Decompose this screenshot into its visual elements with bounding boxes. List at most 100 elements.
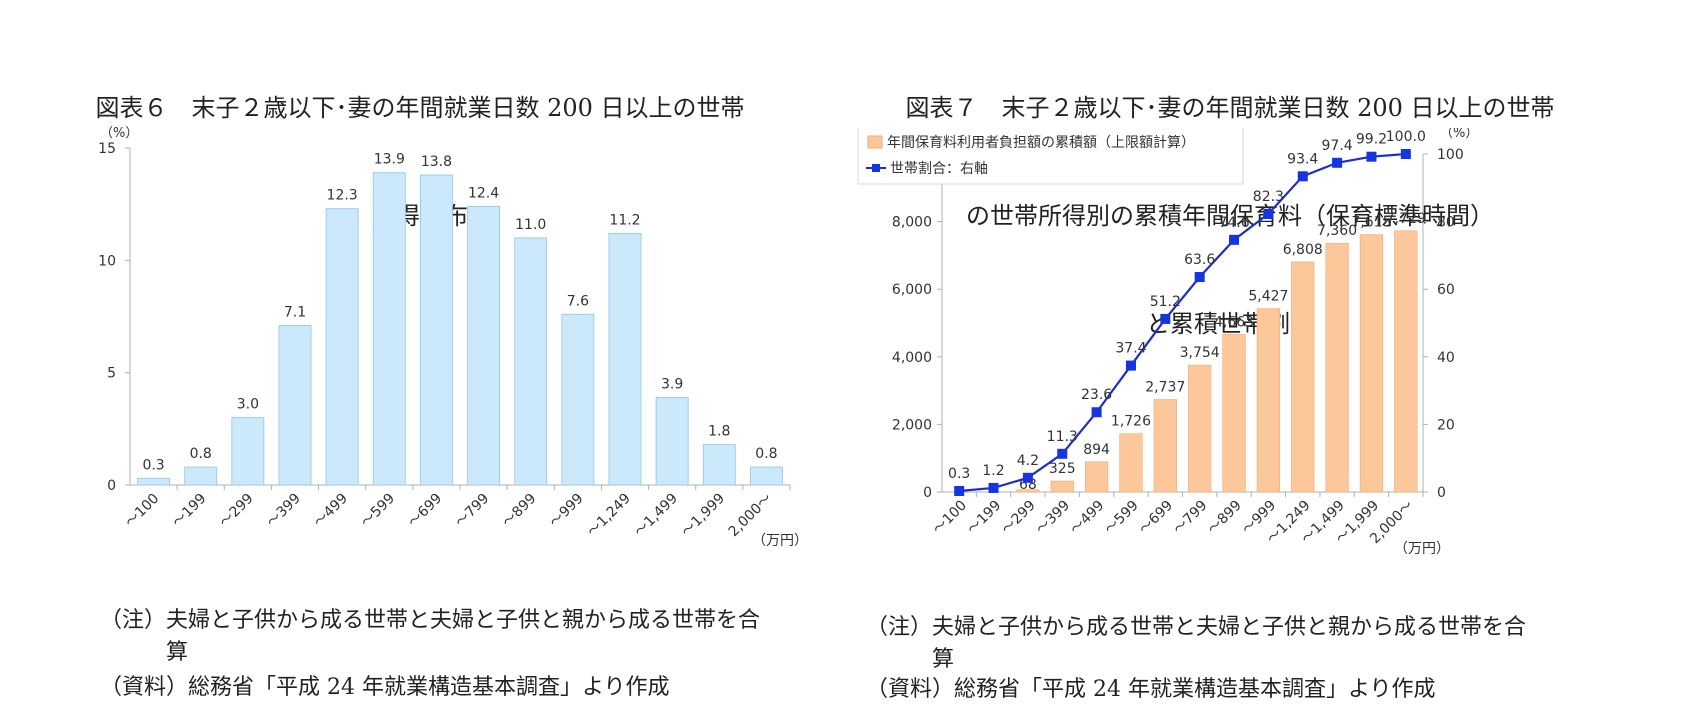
y-axis-label: （%） xyxy=(100,126,138,141)
bar-data-label: 2,737 xyxy=(1145,379,1185,395)
line-data-label: 74.6 xyxy=(1218,215,1249,231)
bar xyxy=(1119,433,1143,493)
data-label: 11.0 xyxy=(515,217,546,233)
data-label: 12.3 xyxy=(327,188,358,204)
data-label: 1.8 xyxy=(708,424,730,440)
line-data-label: 0.3 xyxy=(948,466,970,482)
line-marker xyxy=(1229,234,1240,245)
y-tick-label: 0 xyxy=(107,478,116,494)
chart6-note-label: （注） xyxy=(100,608,167,633)
y-left-tick-label: 8,000 xyxy=(892,215,932,231)
x-tick-label: ～599 xyxy=(358,491,398,531)
chart7-note: （注）夫婦と子供から成る世帯と夫婦と子供と親から成る世帯を合 算 xyxy=(866,612,1606,676)
chart7-source: （資料）総務省「平成 24 年就業構造基本調査」より作成 xyxy=(866,674,1606,706)
y-left-tick-label: 2,000 xyxy=(892,417,932,433)
x-tick-label: ～499 xyxy=(1067,498,1107,538)
data-label: 7.1 xyxy=(284,304,306,320)
bar xyxy=(1153,399,1177,493)
y-right-tick-label: 40 xyxy=(1437,350,1455,366)
data-label: 0.8 xyxy=(190,446,212,462)
data-label: 12.4 xyxy=(468,185,499,201)
x-tick-label: ～899 xyxy=(499,491,539,531)
x-tick-label: ～599 xyxy=(1102,498,1142,538)
x-tick-label: ～100 xyxy=(122,491,162,531)
bar xyxy=(1084,461,1109,493)
y-left-tick-label: 4,000 xyxy=(892,350,932,366)
line-data-label: 93.4 xyxy=(1287,151,1318,167)
data-label: 0.8 xyxy=(755,446,777,462)
x-tick-label: ～899 xyxy=(1205,498,1245,538)
bar xyxy=(1291,261,1315,493)
y-tick-label: 10 xyxy=(98,253,116,269)
bar xyxy=(1256,308,1281,493)
line-marker xyxy=(1400,149,1411,159)
bar-data-label: 7,729 xyxy=(1386,211,1426,227)
x-tick-label: ～699 xyxy=(1136,498,1176,538)
bar xyxy=(1359,234,1384,493)
y-left-tick-label: 6,000 xyxy=(892,282,932,298)
x-tick-label: ～399 xyxy=(264,491,304,531)
x-tick-label: ～399 xyxy=(1033,498,1073,538)
x-tick-label: ～799 xyxy=(1170,498,1210,538)
x-tick-label: ～100 xyxy=(930,498,970,538)
bar xyxy=(278,325,312,486)
bar xyxy=(561,313,595,486)
chart7-plot: （億円）（%）02,0004,0006,0008,00010,000020406… xyxy=(857,128,1478,557)
bar-data-label: 1,726 xyxy=(1111,414,1151,430)
x-tick-label: ～199 xyxy=(964,498,1004,538)
chart7-title-line1: 図表７ 末子２歳以下･妻の年間就業日数 200 日以上の世帯 xyxy=(905,94,1555,122)
data-label: 3.0 xyxy=(237,397,259,413)
line-marker xyxy=(1057,448,1068,459)
bar xyxy=(419,174,453,486)
y-left-tick-label: 0 xyxy=(923,485,932,501)
x-tick-label: ～299 xyxy=(999,498,1039,538)
data-label: 0.3 xyxy=(142,457,164,473)
bar xyxy=(702,444,736,486)
bar xyxy=(514,237,548,486)
line-data-label: 1.2 xyxy=(982,463,1004,479)
bar xyxy=(137,477,171,486)
line-marker xyxy=(1297,171,1308,182)
x-tick-label: ～1,999 xyxy=(679,491,729,541)
bar xyxy=(1394,230,1418,493)
line-marker xyxy=(1022,472,1033,483)
bar-data-label: 3,754 xyxy=(1180,345,1220,361)
bar-data-label: 894 xyxy=(1083,442,1110,458)
data-label: 7.6 xyxy=(567,293,589,309)
line-data-label: 97.4 xyxy=(1322,138,1353,154)
chart6-plot: （%） 0 5 10 15 0.3 ～100 0.8 ～199 3.0 ～299 7.1 ～399 12.… xyxy=(98,126,808,549)
chart7-note-label: （注） xyxy=(866,615,933,640)
x-tick-label: ～199 xyxy=(169,491,209,531)
line-data-label: 100.0 xyxy=(1386,129,1426,145)
y-right-tick-label: 20 xyxy=(1437,417,1455,433)
bar-data-label: 4,663 xyxy=(1214,314,1254,330)
bar-data-label: 7,360 xyxy=(1317,223,1357,239)
x-tick-label: ～299 xyxy=(217,491,257,531)
bar xyxy=(184,466,218,486)
chart6-note-text-cont: 算 xyxy=(166,640,189,665)
x-tick-label: ～799 xyxy=(452,491,492,531)
bar xyxy=(1222,334,1246,493)
bar xyxy=(608,232,642,486)
chart7-title-line2: の世帯所得別の累積年間保育料（保育標準時間） xyxy=(966,202,1494,230)
line-marker xyxy=(1194,272,1205,283)
bar xyxy=(325,208,359,486)
chart6-source-label: （資料） xyxy=(100,675,189,700)
line-marker xyxy=(1091,407,1102,418)
chart7-note-text: 夫婦と子供から成る世帯と夫婦と子供と親から成る世帯を合 xyxy=(932,615,1527,640)
line-data-label: 23.6 xyxy=(1081,387,1112,403)
data-label: 13.8 xyxy=(421,154,452,170)
chart7-title: 図表７ 末子２歳以下･妻の年間就業日数 200 日以上の世帯 の世帯所得別の累積… xyxy=(850,18,1610,414)
x-tick-label: ～699 xyxy=(405,491,445,531)
x-tick-label: ～499 xyxy=(311,491,351,531)
chart6-source: （資料）総務省「平成 24 年就業構造基本調査」より作成 xyxy=(100,672,830,704)
bar xyxy=(655,396,689,486)
y-right-tick-label: 100 xyxy=(1437,147,1464,163)
y-tick-label: 5 xyxy=(107,366,116,382)
bar xyxy=(372,172,406,486)
bar xyxy=(1188,364,1212,493)
line-data-label: 11.3 xyxy=(1047,429,1078,445)
bar-data-label: 5,427 xyxy=(1248,289,1288,305)
line-marker xyxy=(954,485,965,496)
line-marker xyxy=(1125,360,1136,371)
